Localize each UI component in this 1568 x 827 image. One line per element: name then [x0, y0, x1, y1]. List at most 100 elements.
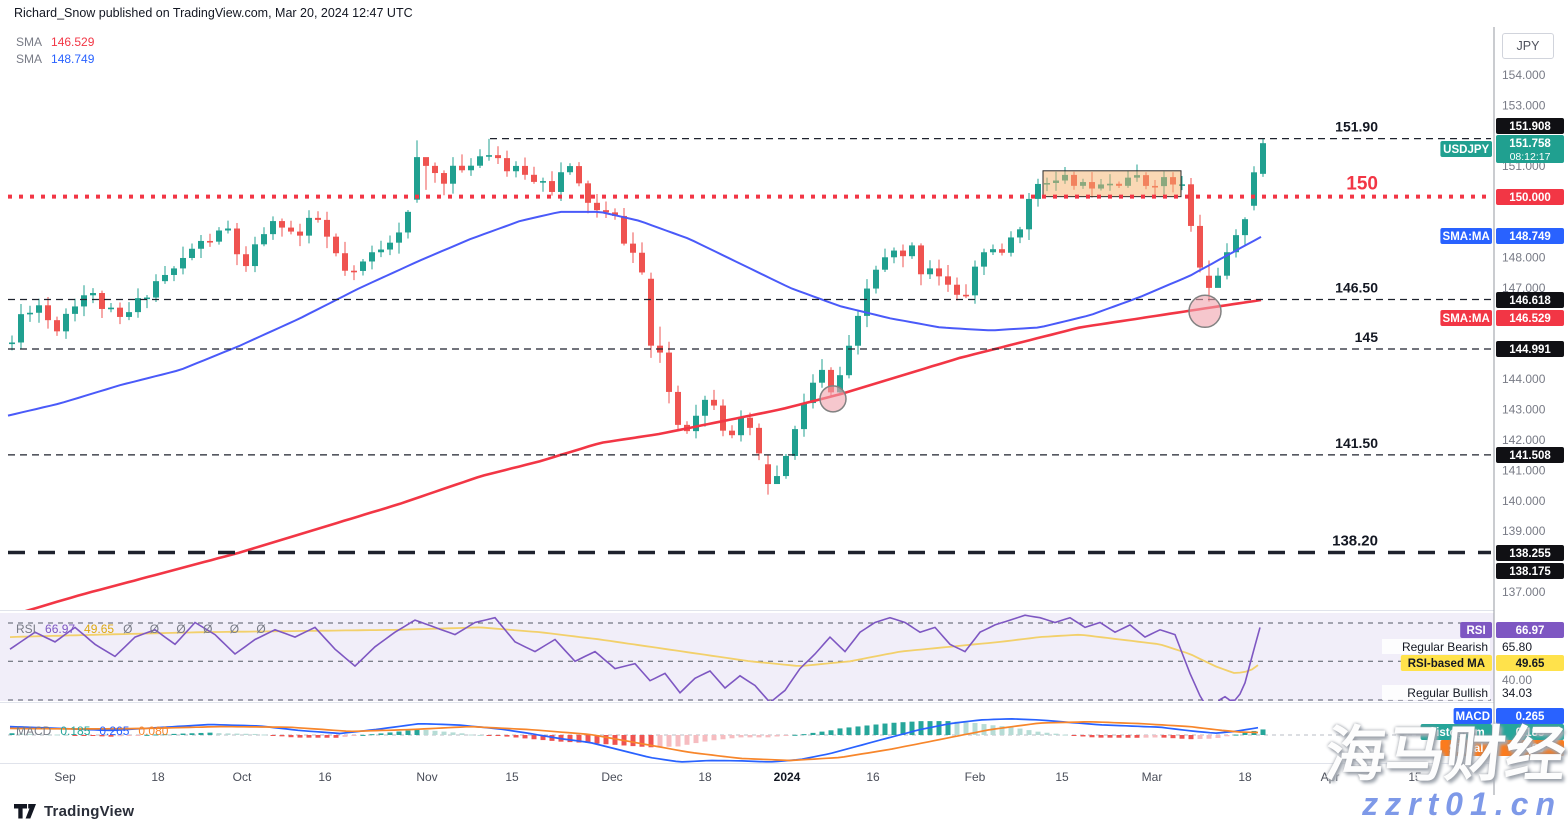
- svg-text:66.97: 66.97: [1516, 625, 1545, 637]
- sma-50-line: [24, 298, 1262, 610]
- svg-text:138.175: 138.175: [1509, 566, 1551, 578]
- price-tick-label: 154.000: [1502, 68, 1546, 82]
- price-tick-label: 148.000: [1502, 250, 1546, 264]
- axis-price-badge: [1496, 622, 1564, 638]
- svg-text:138.255: 138.255: [1509, 548, 1551, 560]
- highlight-circle: [1188, 294, 1222, 329]
- tradingview-logo-icon[interactable]: [14, 803, 36, 819]
- price-pane-legend: SMA 146.529 SMA 148.749: [16, 34, 103, 68]
- svg-text:151.908: 151.908: [1509, 121, 1551, 133]
- series-name-badge: [1440, 228, 1492, 244]
- axis-price-badge: [1496, 228, 1564, 244]
- time-axis-label: 16: [318, 770, 332, 784]
- rsi-band-label: Regular Bearish: [1402, 640, 1488, 654]
- svg-text:0.080: 0.080: [1516, 743, 1545, 755]
- consolidation-box: [1042, 170, 1182, 198]
- svg-text:141.508: 141.508: [1509, 450, 1551, 462]
- time-axis-label: Sep: [54, 770, 76, 784]
- rsi-pane[interactable]: [8, 614, 1491, 707]
- rsi-line: [9, 614, 1261, 701]
- time-axis-label: Dec: [601, 770, 622, 784]
- axis-price-badge: [1496, 118, 1564, 134]
- svg-text:Signal: Signal: [1449, 743, 1484, 755]
- rsi-label: RSI: [16, 622, 37, 636]
- sma-slow-legend: SMA 148.749: [16, 51, 103, 68]
- level-label: 145: [1355, 329, 1379, 345]
- level-label: 150: [1346, 174, 1378, 195]
- price-tick-label: 143.000: [1502, 403, 1546, 417]
- svg-text:151.758: 151.758: [1509, 138, 1551, 150]
- sma-fast-label: SMA: [16, 35, 43, 49]
- sma-200-line: [7, 210, 1262, 417]
- time-axis-label: Mar: [1142, 770, 1163, 784]
- macd-pane[interactable]: [8, 718, 1491, 763]
- time-axis-label: Feb: [965, 770, 986, 784]
- macd-pane-legend: MACD 0.185 0.265 0.080: [16, 724, 177, 738]
- rsi-divergence-settings: Ø Ø Ø Ø Ø Ø: [123, 622, 273, 636]
- price-tick-label: 147.000: [1502, 281, 1546, 295]
- highlight-circle: [819, 385, 847, 413]
- price-pane[interactable]: 151.90 150 146.50 145 141.50 138.20: [7, 119, 1491, 617]
- price-tick-label: 153.000: [1502, 98, 1546, 112]
- price-axis[interactable]: 154.000153.000151.000148.000147.000144.0…: [1382, 27, 1568, 795]
- axis-price-badge: [1496, 341, 1564, 357]
- series-name-badge: [1400, 655, 1492, 671]
- sma-fast-legend: SMA 146.529: [16, 34, 103, 51]
- currency-toggle-button[interactable]: JPY: [1502, 33, 1554, 59]
- axis-price-badge: [1496, 447, 1564, 463]
- price-tick-label: 142.000: [1502, 433, 1546, 447]
- series-name-badge: [1460, 622, 1492, 638]
- svg-text:USDJPY: USDJPY: [1443, 144, 1489, 156]
- macd-signal-line: [9, 720, 1259, 762]
- time-axis-label: 18: [1238, 770, 1252, 784]
- rsi-value: 66.97: [45, 622, 76, 636]
- svg-text:RSI-based MA: RSI-based MA: [1408, 658, 1485, 670]
- sma-slow-label: SMA: [16, 52, 43, 66]
- time-axis-label: 2024: [774, 770, 801, 784]
- time-axis-label: 15: [1408, 770, 1422, 784]
- svg-text:146.529: 146.529: [1509, 313, 1551, 325]
- series-name-badge: [1440, 740, 1492, 756]
- level-label: 138.20: [1332, 532, 1378, 549]
- axis-value-text: 65.80: [1502, 640, 1532, 654]
- time-axis-label: 15: [505, 770, 519, 784]
- svg-text:146.618: 146.618: [1509, 295, 1551, 307]
- svg-text:148.749: 148.749: [1509, 231, 1551, 243]
- axis-value-text: 34.03: [1502, 686, 1532, 700]
- axis-price-badge: [1496, 740, 1564, 756]
- svg-text:Histogram: Histogram: [1428, 727, 1485, 739]
- axis-price-badge: [1496, 655, 1564, 671]
- price-tick-label: 139.000: [1502, 524, 1546, 538]
- series-name-badge: [1420, 724, 1492, 740]
- price-tick-label: 141.000: [1502, 463, 1546, 477]
- svg-text:MACD: MACD: [1456, 711, 1491, 723]
- rsi-band-label: Regular Bullish: [1407, 686, 1488, 700]
- macd-line: [9, 718, 1259, 763]
- sma-fast-value: 146.529: [51, 35, 95, 49]
- watermark-url-text: zzrt01.cn: [1362, 786, 1562, 822]
- axis-price-badge: [1496, 708, 1564, 724]
- bar-countdown: 08:12:17: [1510, 151, 1551, 163]
- time-axis[interactable]: Sep 18 Oct 16 Nov 15 Dec 18 2024 16 Feb 15 Mar 18 Apr 1…: [0, 763, 1568, 796]
- header-bar: Richard_Snow published on TradingView.co…: [0, 0, 1568, 27]
- level-label: 151.90: [1335, 119, 1378, 135]
- level-lines-layer: 151.90 150 146.50 145 141.50 138.20: [8, 119, 1491, 555]
- rsi-ma-line: [9, 626, 1259, 674]
- time-axis-label: Oct: [233, 770, 252, 784]
- axis-price-badge: [1496, 292, 1564, 308]
- rsi-ma-value: 49.65: [84, 622, 115, 636]
- level-label: 141.50: [1335, 435, 1378, 451]
- macd-line-value: 0.265: [99, 724, 130, 738]
- tradingview-brand-text[interactable]: TradingView: [44, 802, 135, 820]
- macd-label: MACD: [16, 724, 52, 738]
- series-name-badge: [1440, 141, 1492, 157]
- time-axis-label: 15: [1055, 770, 1069, 784]
- svg-text:144.991: 144.991: [1509, 344, 1551, 356]
- macd-signal-value: 0.080: [138, 724, 169, 738]
- series-name-badge: [1453, 708, 1492, 724]
- time-axis-label: Apr: [1321, 770, 1340, 784]
- macd-hist-value: 0.185: [60, 724, 91, 738]
- footer-bar: TradingView: [0, 795, 1568, 827]
- time-axis-label: 16: [866, 770, 880, 784]
